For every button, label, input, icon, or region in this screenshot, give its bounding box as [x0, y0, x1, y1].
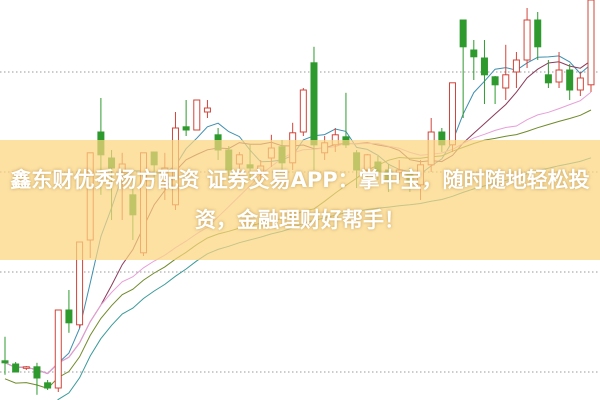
candle-up — [576, 77, 584, 91]
candle-up — [203, 107, 211, 113]
candle-down — [566, 69, 574, 91]
candle-up — [523, 19, 531, 61]
candle-down — [65, 309, 73, 324]
candle-up — [555, 69, 563, 83]
candle-down — [544, 74, 552, 84]
candle-down — [12, 363, 20, 373]
candle-down — [470, 49, 478, 58]
candle-down — [33, 366, 41, 379]
candle-up — [54, 309, 62, 389]
candle-down — [491, 76, 499, 86]
candle-up — [22, 366, 30, 369]
candle-down — [310, 62, 318, 146]
candle-up — [299, 89, 307, 133]
candle-up — [587, 0, 595, 86]
caption-banner — [0, 140, 600, 260]
candle-up — [512, 59, 520, 73]
candle-down — [459, 19, 467, 48]
candle-down — [44, 382, 52, 389]
candle-up — [448, 82, 456, 146]
candle-up — [193, 99, 201, 131]
candle-up — [502, 74, 510, 89]
candle-down — [480, 57, 488, 76]
candle-down — [534, 19, 542, 48]
candle-down — [1, 360, 9, 364]
candle-down — [182, 126, 190, 131]
caption-text: 鑫东财优秀杨方配资 证券交易APP：掌中宝，随时随地轻松投资，金融理财好帮手！ — [10, 168, 590, 232]
